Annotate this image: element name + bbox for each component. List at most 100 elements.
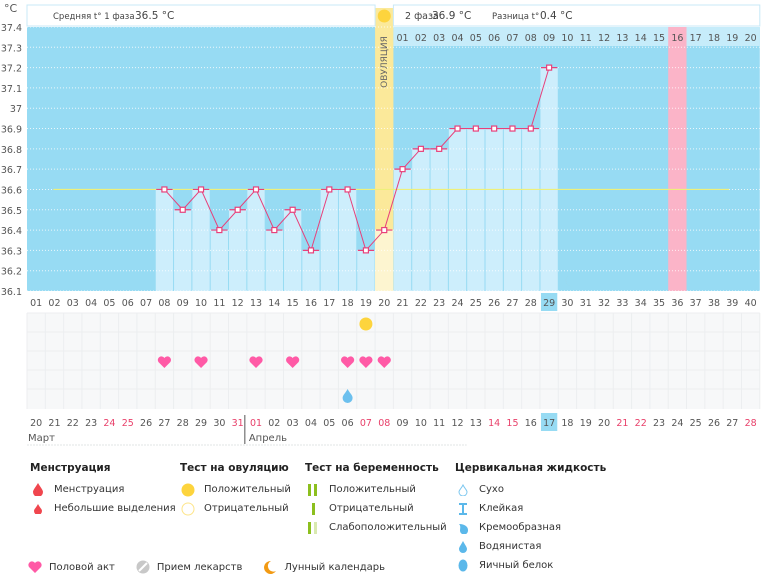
cycle-day-label: 27: [506, 298, 518, 309]
phase2-day-label: 20: [745, 33, 757, 44]
phase1-value: 36.5 °C: [135, 10, 174, 22]
two-lines-icon: [305, 483, 321, 497]
cycle-day-label: 33: [616, 298, 628, 309]
legend-title: Менструация: [30, 462, 111, 474]
phase2-day-label: 18: [708, 33, 720, 44]
diff-value: 0.4 °C: [540, 10, 573, 22]
temperature-bar: [540, 67, 558, 291]
temperature-bar: [283, 209, 302, 291]
cycle-day-label: 16: [305, 298, 317, 309]
phase2-day-label: 17: [690, 33, 702, 44]
y-tick-label: 37.3: [1, 43, 22, 54]
temperature-point: [491, 125, 498, 132]
calendar-date-label: 23: [653, 418, 665, 429]
phase2-day-label: 11: [580, 33, 592, 44]
temperature-point: [417, 145, 424, 152]
temperature-point: [216, 226, 223, 234]
egg-white-icon: [455, 559, 471, 573]
cycle-day-label: 38: [708, 298, 720, 309]
calendar-date-label: 14: [488, 418, 500, 429]
temperature-bar: [430, 148, 448, 291]
creamy-icon: [455, 521, 471, 535]
cycle-day-label: 29: [543, 298, 555, 309]
drop-large-icon: [30, 483, 46, 497]
phase2-day-label: 13: [616, 33, 628, 44]
temperature-point: [546, 64, 553, 71]
y-unit-label: °C: [4, 2, 18, 15]
temperature-bar: [522, 128, 540, 291]
temperature-point: [289, 206, 296, 213]
legend-item: Половой акт: [27, 560, 115, 574]
cycle-day-label: 21: [397, 298, 409, 309]
cycle-day-label: 30: [561, 298, 573, 309]
cycle-day-label: 06: [122, 298, 134, 309]
legend-item: Кремообразная: [455, 518, 606, 537]
legend-item: Небольшие выделения: [30, 499, 176, 518]
ovulation-band-lower: [375, 230, 394, 291]
phase2-value: 36.9 °C: [432, 10, 471, 22]
calendar-date-label: 19: [580, 418, 592, 429]
calendar-date-label: 11: [433, 418, 445, 429]
legend-item: Отрицательный: [180, 499, 291, 518]
temperature-point: [509, 125, 516, 132]
temperature-point: [454, 125, 461, 132]
heart-icon: [27, 560, 43, 574]
phase2-day-label: 07: [506, 33, 518, 44]
cycle-day-label: 05: [103, 298, 115, 309]
temperature-bar: [192, 189, 210, 291]
temperature-point: [381, 226, 388, 234]
cycle-day-label: 01: [30, 298, 42, 309]
cycle-day-label: 19: [360, 298, 372, 309]
legend-title: Тест на овуляцию: [180, 462, 289, 474]
drop-small-icon: [30, 502, 46, 516]
cycle-day-label: 20: [378, 298, 390, 309]
temperature-bar: [485, 128, 503, 291]
temperature-bar: [320, 189, 338, 291]
y-tick-label: 36.8: [1, 145, 22, 156]
diff-label: Разница t°: [492, 12, 539, 22]
y-tick-label: 37.4: [1, 23, 22, 34]
today-marker: [540, 293, 558, 311]
legend-bottom: Половой акт Прием лекарств Лунный календ…: [27, 560, 405, 574]
legend-item: Слабоположительный: [305, 518, 447, 537]
ovulation-band: [375, 8, 394, 291]
temperature-bar: [357, 250, 375, 291]
legend-title: Тест на беременность: [305, 462, 439, 474]
phase2-day-label: 15: [653, 33, 665, 44]
cycle-day-label: 32: [598, 298, 610, 309]
cycle-day-label: 36: [671, 298, 683, 309]
calendar-date-label: 25: [122, 418, 134, 429]
calendar-date-label: 15: [506, 418, 518, 429]
cycle-day-label: 02: [48, 298, 60, 309]
temperature-point: [252, 186, 260, 193]
phase2-days-row: [393, 27, 760, 46]
calendar-date-label: 12: [451, 418, 463, 429]
temperature-point: [197, 186, 205, 193]
phase2-day-label: 01: [397, 33, 409, 44]
y-tick-label: 37: [10, 104, 22, 115]
temperature-bar: [338, 189, 357, 291]
phase2-day-label: 14: [635, 33, 647, 44]
phase1-label: Средняя t° 1 фаза: [53, 12, 135, 22]
faint-lines-icon: [305, 521, 321, 535]
calendar-date-label: 30: [213, 418, 225, 429]
calendar-date-label: 16: [525, 418, 537, 429]
calendar-date-label: 18: [561, 418, 573, 429]
watery-drop-icon: [342, 389, 353, 403]
temperature-bar: [174, 209, 192, 291]
cycle-day-label: 08: [158, 298, 170, 309]
y-tick-label: 37.1: [1, 84, 22, 95]
y-tick-label: 36.2: [1, 267, 22, 278]
temperature-bar: [155, 189, 174, 291]
cycle-day-label: 18: [342, 298, 354, 309]
temperature-bar: [448, 128, 467, 291]
calendar-date-label: 03: [287, 418, 299, 429]
cycle-day-label: 37: [690, 298, 702, 309]
calendar-date-label: 05: [323, 418, 335, 429]
phase2-label: 2 фаза: [405, 11, 439, 22]
y-tick-label: 36.7: [1, 165, 22, 176]
calendar-date-label: 26: [708, 418, 720, 429]
legend-item: Водянистая: [455, 537, 606, 556]
cycle-day-label: 10: [195, 298, 207, 309]
calendar-date-label: 06: [342, 418, 354, 429]
